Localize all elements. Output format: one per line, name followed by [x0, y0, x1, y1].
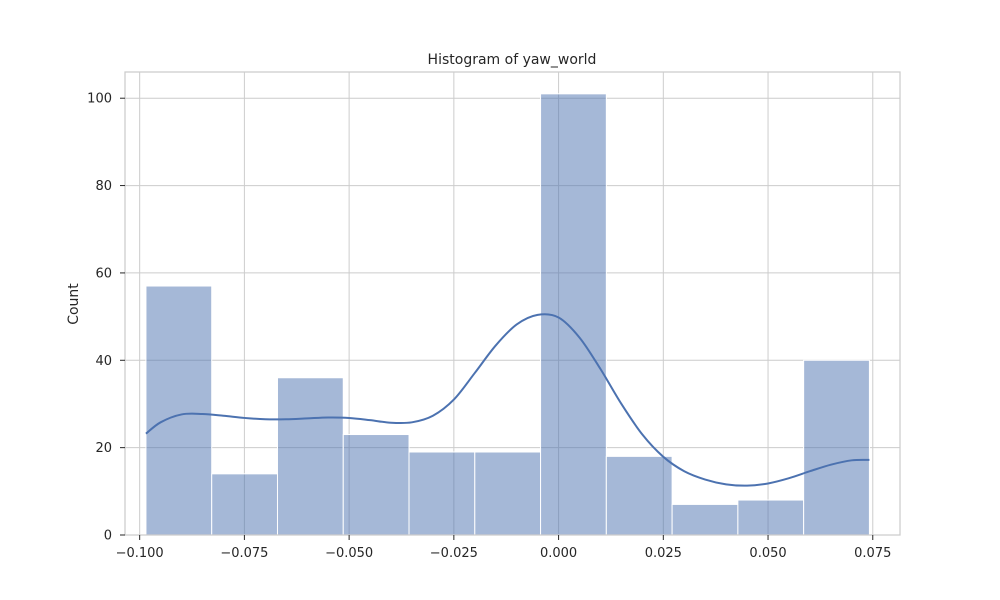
x-tick-label-0: −0.100 [116, 546, 164, 561]
kde-curve [145, 313, 870, 487]
y-tick-label-4: 80 [95, 179, 112, 194]
histogram-bar-7 [605, 455, 673, 536]
x-axis-ticks: −0.100 −0.075 −0.050 −0.025 0.000 0.025 0.050 0… [116, 535, 891, 561]
x-tick-label-4: 0.000 [540, 546, 577, 561]
histogram-bar-8 [671, 503, 739, 536]
histogram-bar-2 [276, 377, 344, 536]
x-tick-label-3: −0.025 [430, 546, 478, 561]
y-tick-label-2: 40 [95, 354, 112, 369]
y-axis-ticks: 0 20 40 60 80 100 [87, 92, 125, 544]
histogram-bar-1 [211, 473, 278, 536]
x-tick-label-2: −0.050 [325, 546, 373, 561]
grid-lines [125, 72, 900, 536]
kde-curve-layer [145, 313, 870, 487]
histogram-bar-4 [408, 451, 476, 536]
chart-title: Histogram of yaw_world [428, 52, 597, 68]
y-axis-label: Count [66, 283, 82, 325]
histogram-bar-10 [803, 359, 870, 536]
y-tick-label-3: 60 [95, 266, 112, 281]
x-tick-label-5: 0.025 [645, 546, 682, 561]
y-tick-label-0: 0 [104, 529, 112, 544]
x-tick-label-6: 0.050 [749, 546, 786, 561]
plot-frame [124, 71, 901, 536]
y-tick-label-1: 20 [95, 441, 112, 456]
histogram-bar-9 [737, 499, 805, 536]
x-tick-label-7: 0.075 [854, 546, 891, 561]
y-tick-label-5: 100 [87, 92, 112, 107]
histogram-bars [145, 93, 870, 536]
histogram-bar-0 [145, 285, 213, 536]
x-tick-label-1: −0.075 [220, 546, 268, 561]
histogram-bar-5 [474, 451, 542, 536]
histogram-bar-3 [342, 434, 410, 536]
